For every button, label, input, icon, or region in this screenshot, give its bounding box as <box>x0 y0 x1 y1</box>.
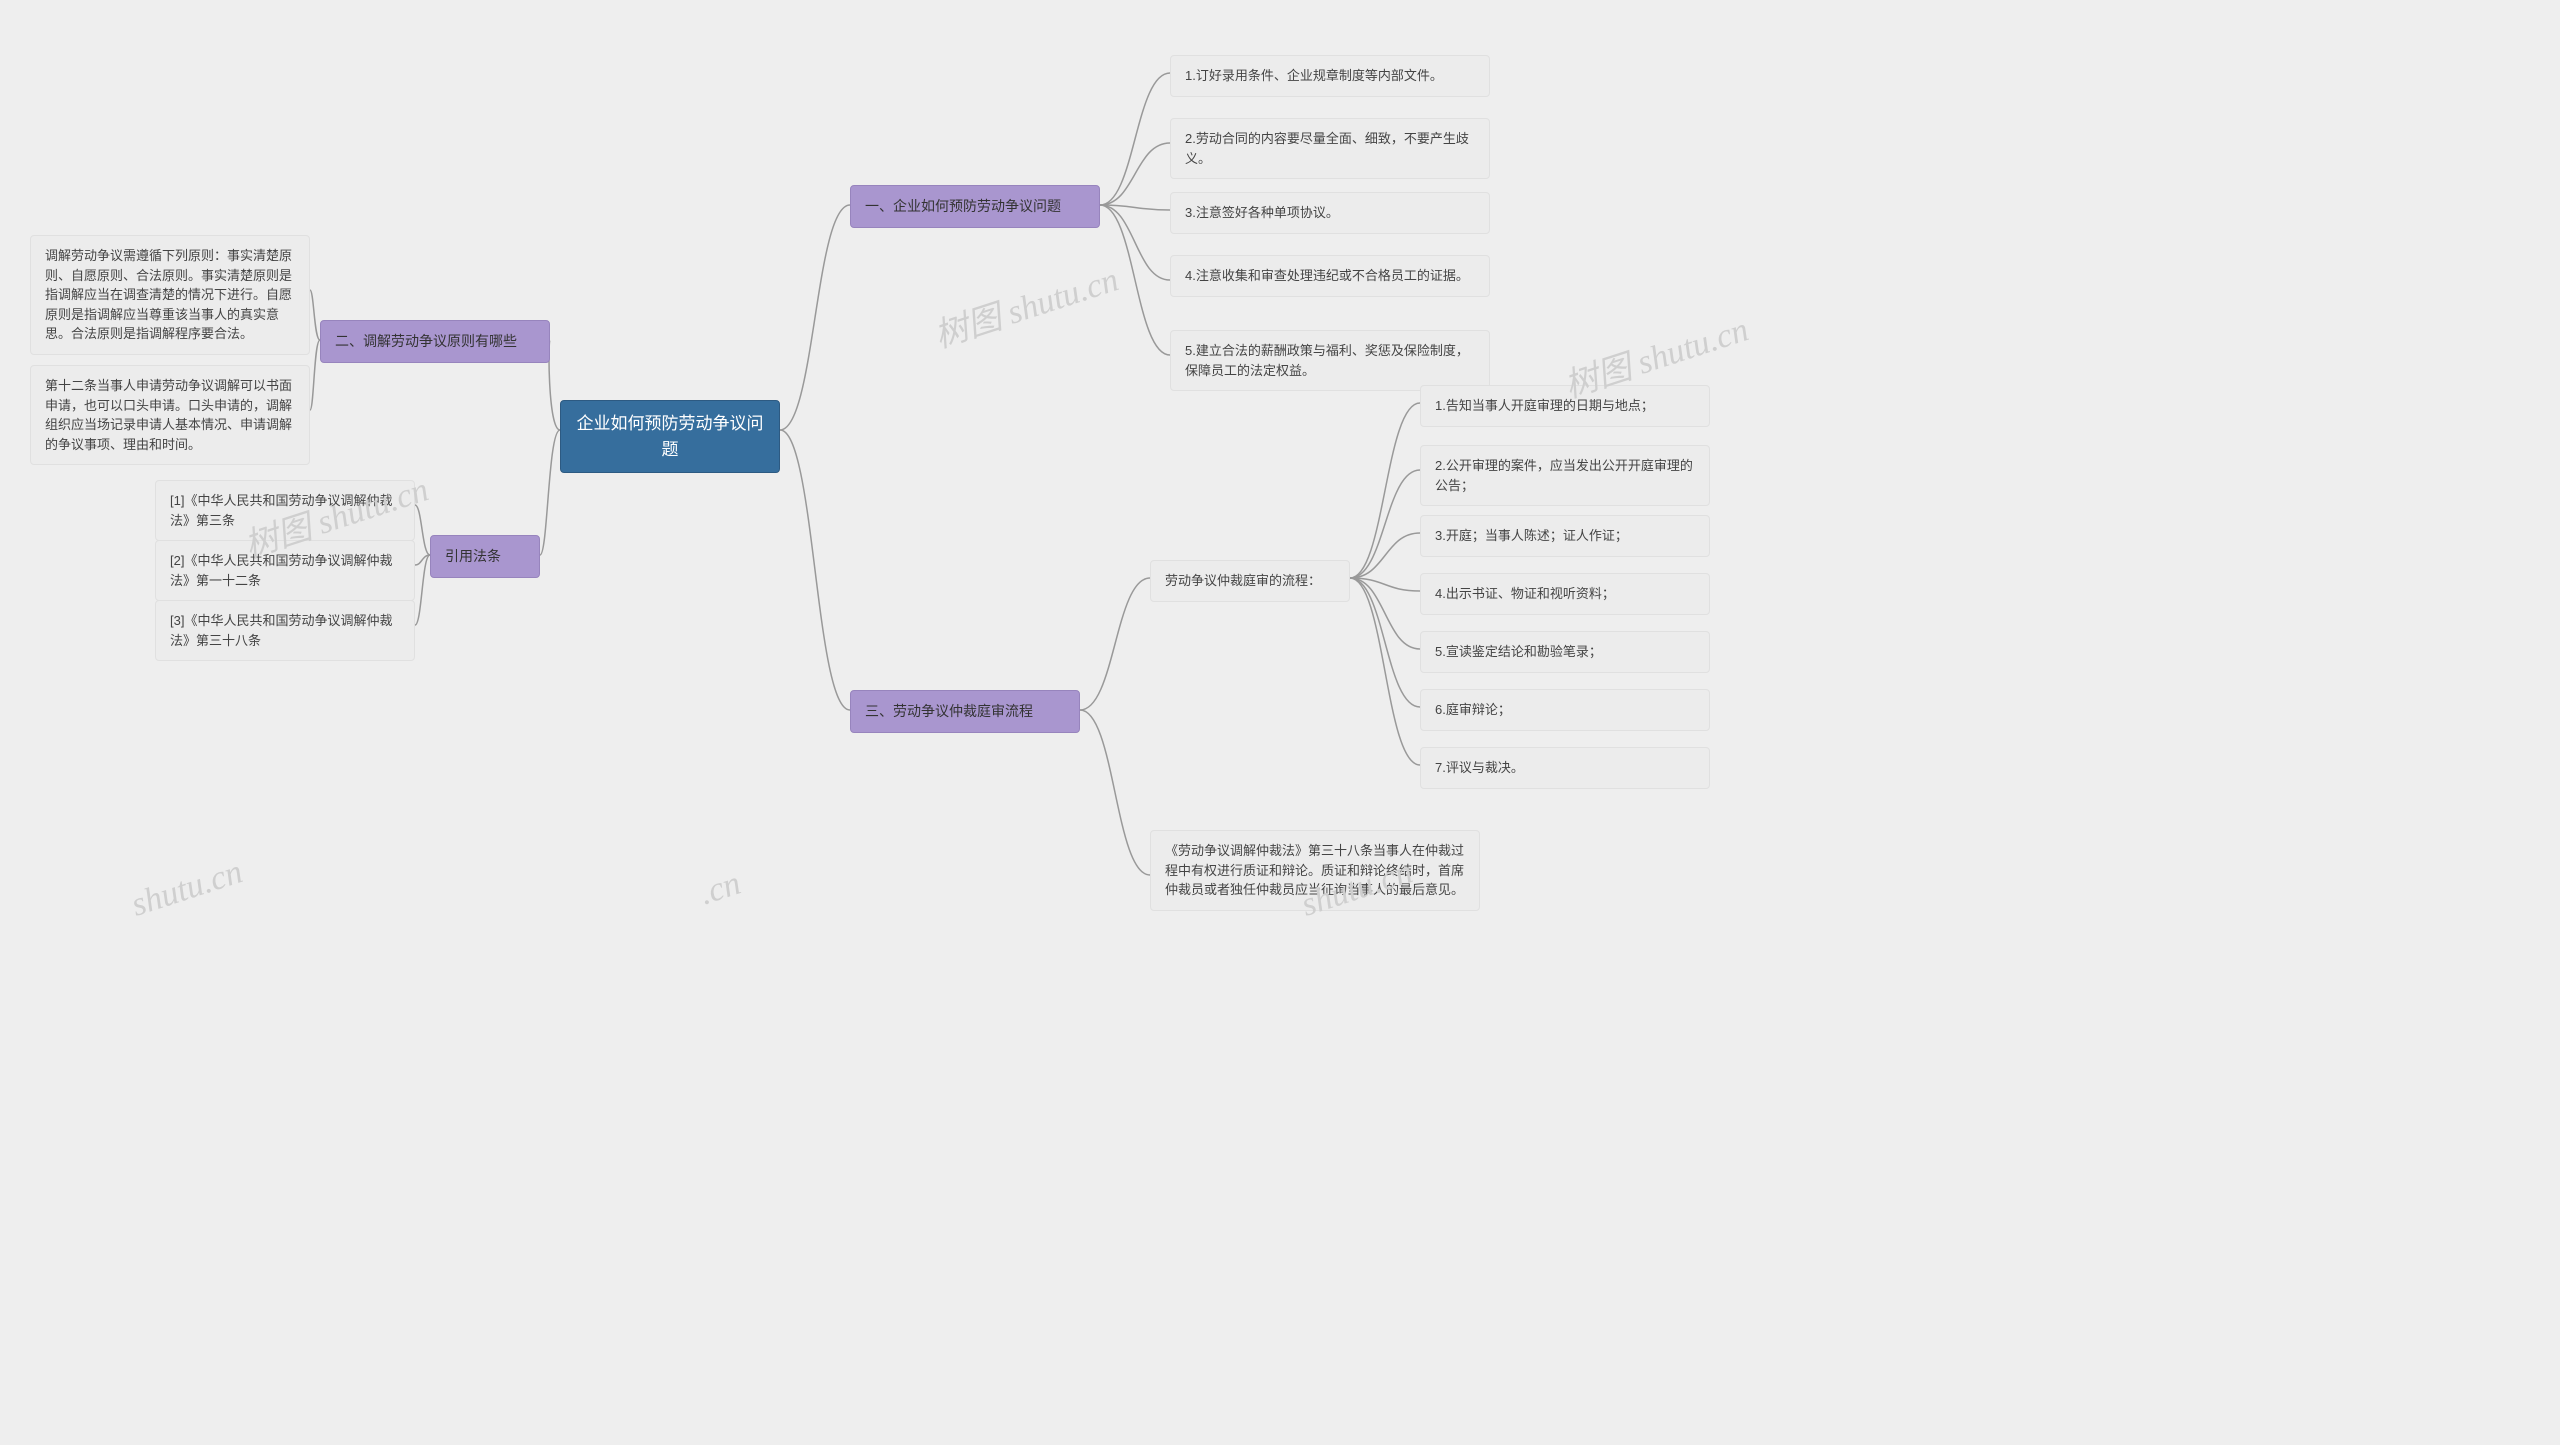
leaf-1-1[interactable]: 1.订好录用条件、企业规章制度等内部文件。 <box>1170 55 1490 97</box>
leaf-3s-6[interactable]: 6.庭审辩论； <box>1420 689 1710 731</box>
leaf-3s-7[interactable]: 7.评议与裁决。 <box>1420 747 1710 789</box>
branch-1[interactable]: 一、企业如何预防劳动争议问题 <box>850 185 1100 228</box>
branch-2[interactable]: 二、调解劳动争议原则有哪些 <box>320 320 550 363</box>
leaf-4-1[interactable]: [1]《中华人民共和国劳动争议调解仲裁法》第三条 <box>155 480 415 541</box>
branch-3-label: 三、劳动争议仲裁庭审流程 <box>865 703 1033 719</box>
leaf-3s-2[interactable]: 2.公开审理的案件，应当发出公开开庭审理的公告； <box>1420 445 1710 506</box>
leaf-1-3[interactable]: 3.注意签好各种单项协议。 <box>1170 192 1490 234</box>
branch-3-sub[interactable]: 劳动争议仲裁庭审的流程： <box>1150 560 1350 602</box>
root-label-line2: 题 <box>575 437 765 463</box>
leaf-1-4[interactable]: 4.注意收集和审查处理违纪或不合格员工的证据。 <box>1170 255 1490 297</box>
watermark: shutu.cn <box>127 853 247 924</box>
leaf-3-extra[interactable]: 《劳动争议调解仲裁法》第三十八条当事人在仲裁过程中有权进行质证和辩论。质证和辩论… <box>1150 830 1480 911</box>
leaf-3s-5[interactable]: 5.宣读鉴定结论和勘验笔录； <box>1420 631 1710 673</box>
watermark: 树图 shutu.cn <box>927 252 1124 358</box>
leaf-4-2[interactable]: [2]《中华人民共和国劳动争议调解仲裁法》第一十二条 <box>155 540 415 601</box>
branch-2-label: 二、调解劳动争议原则有哪些 <box>335 333 517 349</box>
leaf-4-3[interactable]: [3]《中华人民共和国劳动争议调解仲裁法》第三十八条 <box>155 600 415 661</box>
root-label-line1: 企业如何预防劳动争议问 <box>575 411 765 437</box>
leaf-2-1[interactable]: 调解劳动争议需遵循下列原则：事实清楚原则、自愿原则、合法原则。事实清楚原则是指调… <box>30 235 310 355</box>
branch-1-label: 一、企业如何预防劳动争议问题 <box>865 198 1061 214</box>
leaf-1-2[interactable]: 2.劳动合同的内容要尽量全面、细致，不要产生歧义。 <box>1170 118 1490 179</box>
leaf-1-5[interactable]: 5.建立合法的薪酬政策与福利、奖惩及保险制度，保障员工的法定权益。 <box>1170 330 1490 391</box>
root-node[interactable]: 企业如何预防劳动争议问 题 <box>560 400 780 473</box>
branch-3[interactable]: 三、劳动争议仲裁庭审流程 <box>850 690 1080 733</box>
watermark: .cn <box>695 865 745 914</box>
leaf-3s-4[interactable]: 4.出示书证、物证和视听资料； <box>1420 573 1710 615</box>
leaf-2-2[interactable]: 第十二条当事人申请劳动争议调解可以书面申请，也可以口头申请。口头申请的，调解组织… <box>30 365 310 465</box>
branch-4[interactable]: 引用法条 <box>430 535 540 578</box>
leaf-3s-1[interactable]: 1.告知当事人开庭审理的日期与地点； <box>1420 385 1710 427</box>
leaf-3s-3[interactable]: 3.开庭；当事人陈述；证人作证； <box>1420 515 1710 557</box>
branch-4-label: 引用法条 <box>445 548 501 564</box>
